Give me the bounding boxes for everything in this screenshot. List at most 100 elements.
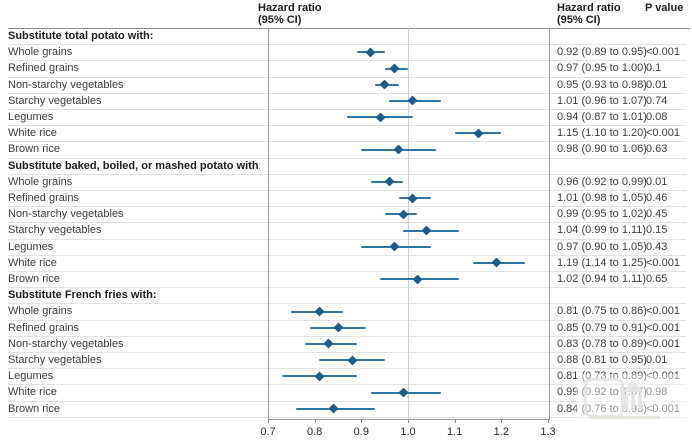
row-label: Refined grains — [8, 62, 79, 75]
row-separator — [8, 400, 686, 402]
group-header-label: Substitute total potato with: — [8, 30, 154, 42]
p-value: 0.08 — [646, 111, 668, 123]
hr-ci-value: 0.92 (0.89 to 0.95) — [557, 46, 647, 59]
p-value: 0.43 — [646, 240, 668, 253]
axis-tick — [314, 419, 316, 423]
row-separator — [8, 335, 686, 337]
hr-ci-value: 0.97 (0.95 to 1.00) — [557, 62, 647, 75]
axis-tick-label: 0.8 — [307, 426, 323, 438]
p-value: 0.01 — [646, 354, 668, 366]
row-separator — [8, 125, 686, 127]
p-value: <0.001 — [646, 337, 680, 350]
row-label: Starchy vegetables — [8, 354, 102, 366]
row-label: Refined grains — [8, 192, 79, 204]
pvalue-column-header: P value — [645, 2, 684, 14]
p-value: 0.63 — [646, 143, 668, 156]
axis-tick — [501, 419, 503, 423]
row-separator — [8, 384, 686, 386]
hr-column-header: Hazard ratio (95% CI) — [557, 2, 621, 26]
axis-tick — [548, 419, 549, 423]
row-label: Non-starchy vegetables — [8, 337, 124, 350]
hr-ci-value: 0.85 (0.79 to 0.91) — [557, 321, 647, 334]
hr-ci-value: 0.95 (0.93 to 0.98) — [557, 78, 647, 91]
p-value: <0.001 — [646, 256, 680, 269]
row-label: White rice — [8, 256, 57, 269]
row-label: Non-starchy vegetables — [8, 78, 124, 91]
p-value: <0.001 — [646, 46, 680, 59]
row-separator — [8, 271, 686, 272]
plot-area — [268, 28, 550, 420]
row-label: Brown rice — [8, 273, 60, 285]
hr-ci-value: 1.15 (1.10 to 1.20) — [557, 127, 647, 140]
p-value: <0.001 — [646, 370, 680, 383]
p-value: <0.001 — [646, 305, 680, 318]
row-label: Brown rice — [8, 402, 60, 415]
hr-ci-value: 0.99 (0.95 to 1.02) — [557, 208, 647, 221]
p-value: 0.65 — [646, 273, 668, 285]
axis-tick-label: 1.2 — [493, 426, 509, 438]
row-separator — [8, 157, 686, 159]
p-value: 0.15 — [646, 224, 668, 237]
p-value: <0.001 — [646, 321, 680, 334]
row-separator — [8, 287, 686, 289]
axis-tick — [408, 419, 409, 423]
row-label: Brown rice — [8, 143, 60, 156]
p-value: 0.1 — [646, 62, 662, 75]
row-separator — [8, 368, 686, 370]
p-value: 0.74 — [646, 94, 668, 107]
p-value: 0.01 — [646, 78, 668, 91]
row-separator — [8, 141, 686, 143]
row-separator — [8, 222, 686, 224]
hr-ci-value: 1.01 (0.98 to 1.05) — [557, 192, 647, 204]
row-separator — [8, 206, 686, 208]
reference-line — [408, 28, 409, 419]
hr-ci-value: 0.94 (0.87 to 1.01) — [557, 111, 647, 123]
hr-ci-value: 0.97 (0.90 to 1.05) — [557, 240, 647, 253]
row-separator — [8, 254, 686, 256]
row-label: Legumes — [8, 240, 54, 253]
p-value: 0.46 — [646, 192, 668, 204]
axis-tick — [361, 419, 363, 423]
row-label: White rice — [8, 127, 57, 140]
hr-ci-value: 0.81 (0.73 to 0.89) — [557, 370, 647, 383]
row-separator — [8, 109, 686, 110]
row-separator — [8, 44, 686, 46]
hr-ci-value: 1.04 (0.99 to 1.11) — [557, 224, 647, 237]
row-separator — [8, 352, 686, 353]
hr-ci-value: 0.99 (0.92 to 1.07) — [557, 386, 647, 399]
row-label: Refined grains — [8, 321, 79, 334]
axis-tick-label: 0.7 — [260, 426, 276, 438]
row-separator — [8, 92, 686, 94]
p-value: <0.001 — [646, 402, 680, 415]
row-label: Whole grains — [8, 305, 73, 318]
row-separator — [8, 416, 686, 418]
row-label: Starchy vegetables — [8, 224, 102, 237]
hr-ci-value: 1.19 (1.14 to 1.25) — [557, 256, 647, 269]
hr-ci-value: 0.83 (0.78 to 0.89) — [557, 337, 647, 350]
hr-ci-value: 0.81 (0.75 to 0.86) — [557, 305, 647, 318]
hr-ci-value: 0.98 (0.90 to 1.06) — [557, 143, 647, 156]
row-label: Whole grains — [8, 175, 73, 188]
hr-ci-value: 1.01 (0.96 to 1.07) — [557, 94, 647, 107]
row-label: Non-starchy vegetables — [8, 208, 124, 221]
hr-ci-value: 0.84 (0.76 to 0.93) — [557, 402, 647, 415]
row-separator — [8, 238, 686, 240]
row-label: Starchy vegetables — [8, 94, 102, 107]
row-label: Legumes — [8, 370, 54, 383]
row-separator — [8, 60, 686, 62]
group-header-label: Substitute French fries with: — [8, 289, 157, 302]
p-value: 0.01 — [646, 175, 668, 188]
plot-column-header: Hazard ratio (95% CI) — [258, 2, 322, 26]
table-top-border — [8, 28, 690, 29]
hr-ci-value: 0.96 (0.92 to 0.99) — [557, 175, 647, 188]
group-header-label: Substitute baked, boiled, or mashed pota… — [8, 159, 260, 172]
hr-ci-value: 1.02 (0.94 to 1.11) — [557, 273, 647, 285]
row-separator — [8, 76, 686, 78]
row-label: White rice — [8, 386, 57, 399]
hr-ci-value: 0.88 (0.81 to 0.95) — [557, 354, 647, 366]
axis-tick-label: 1.3 — [540, 426, 556, 438]
p-value: 0.45 — [646, 208, 668, 221]
row-separator — [8, 319, 686, 321]
axis-tick-label: 0.9 — [353, 426, 369, 438]
